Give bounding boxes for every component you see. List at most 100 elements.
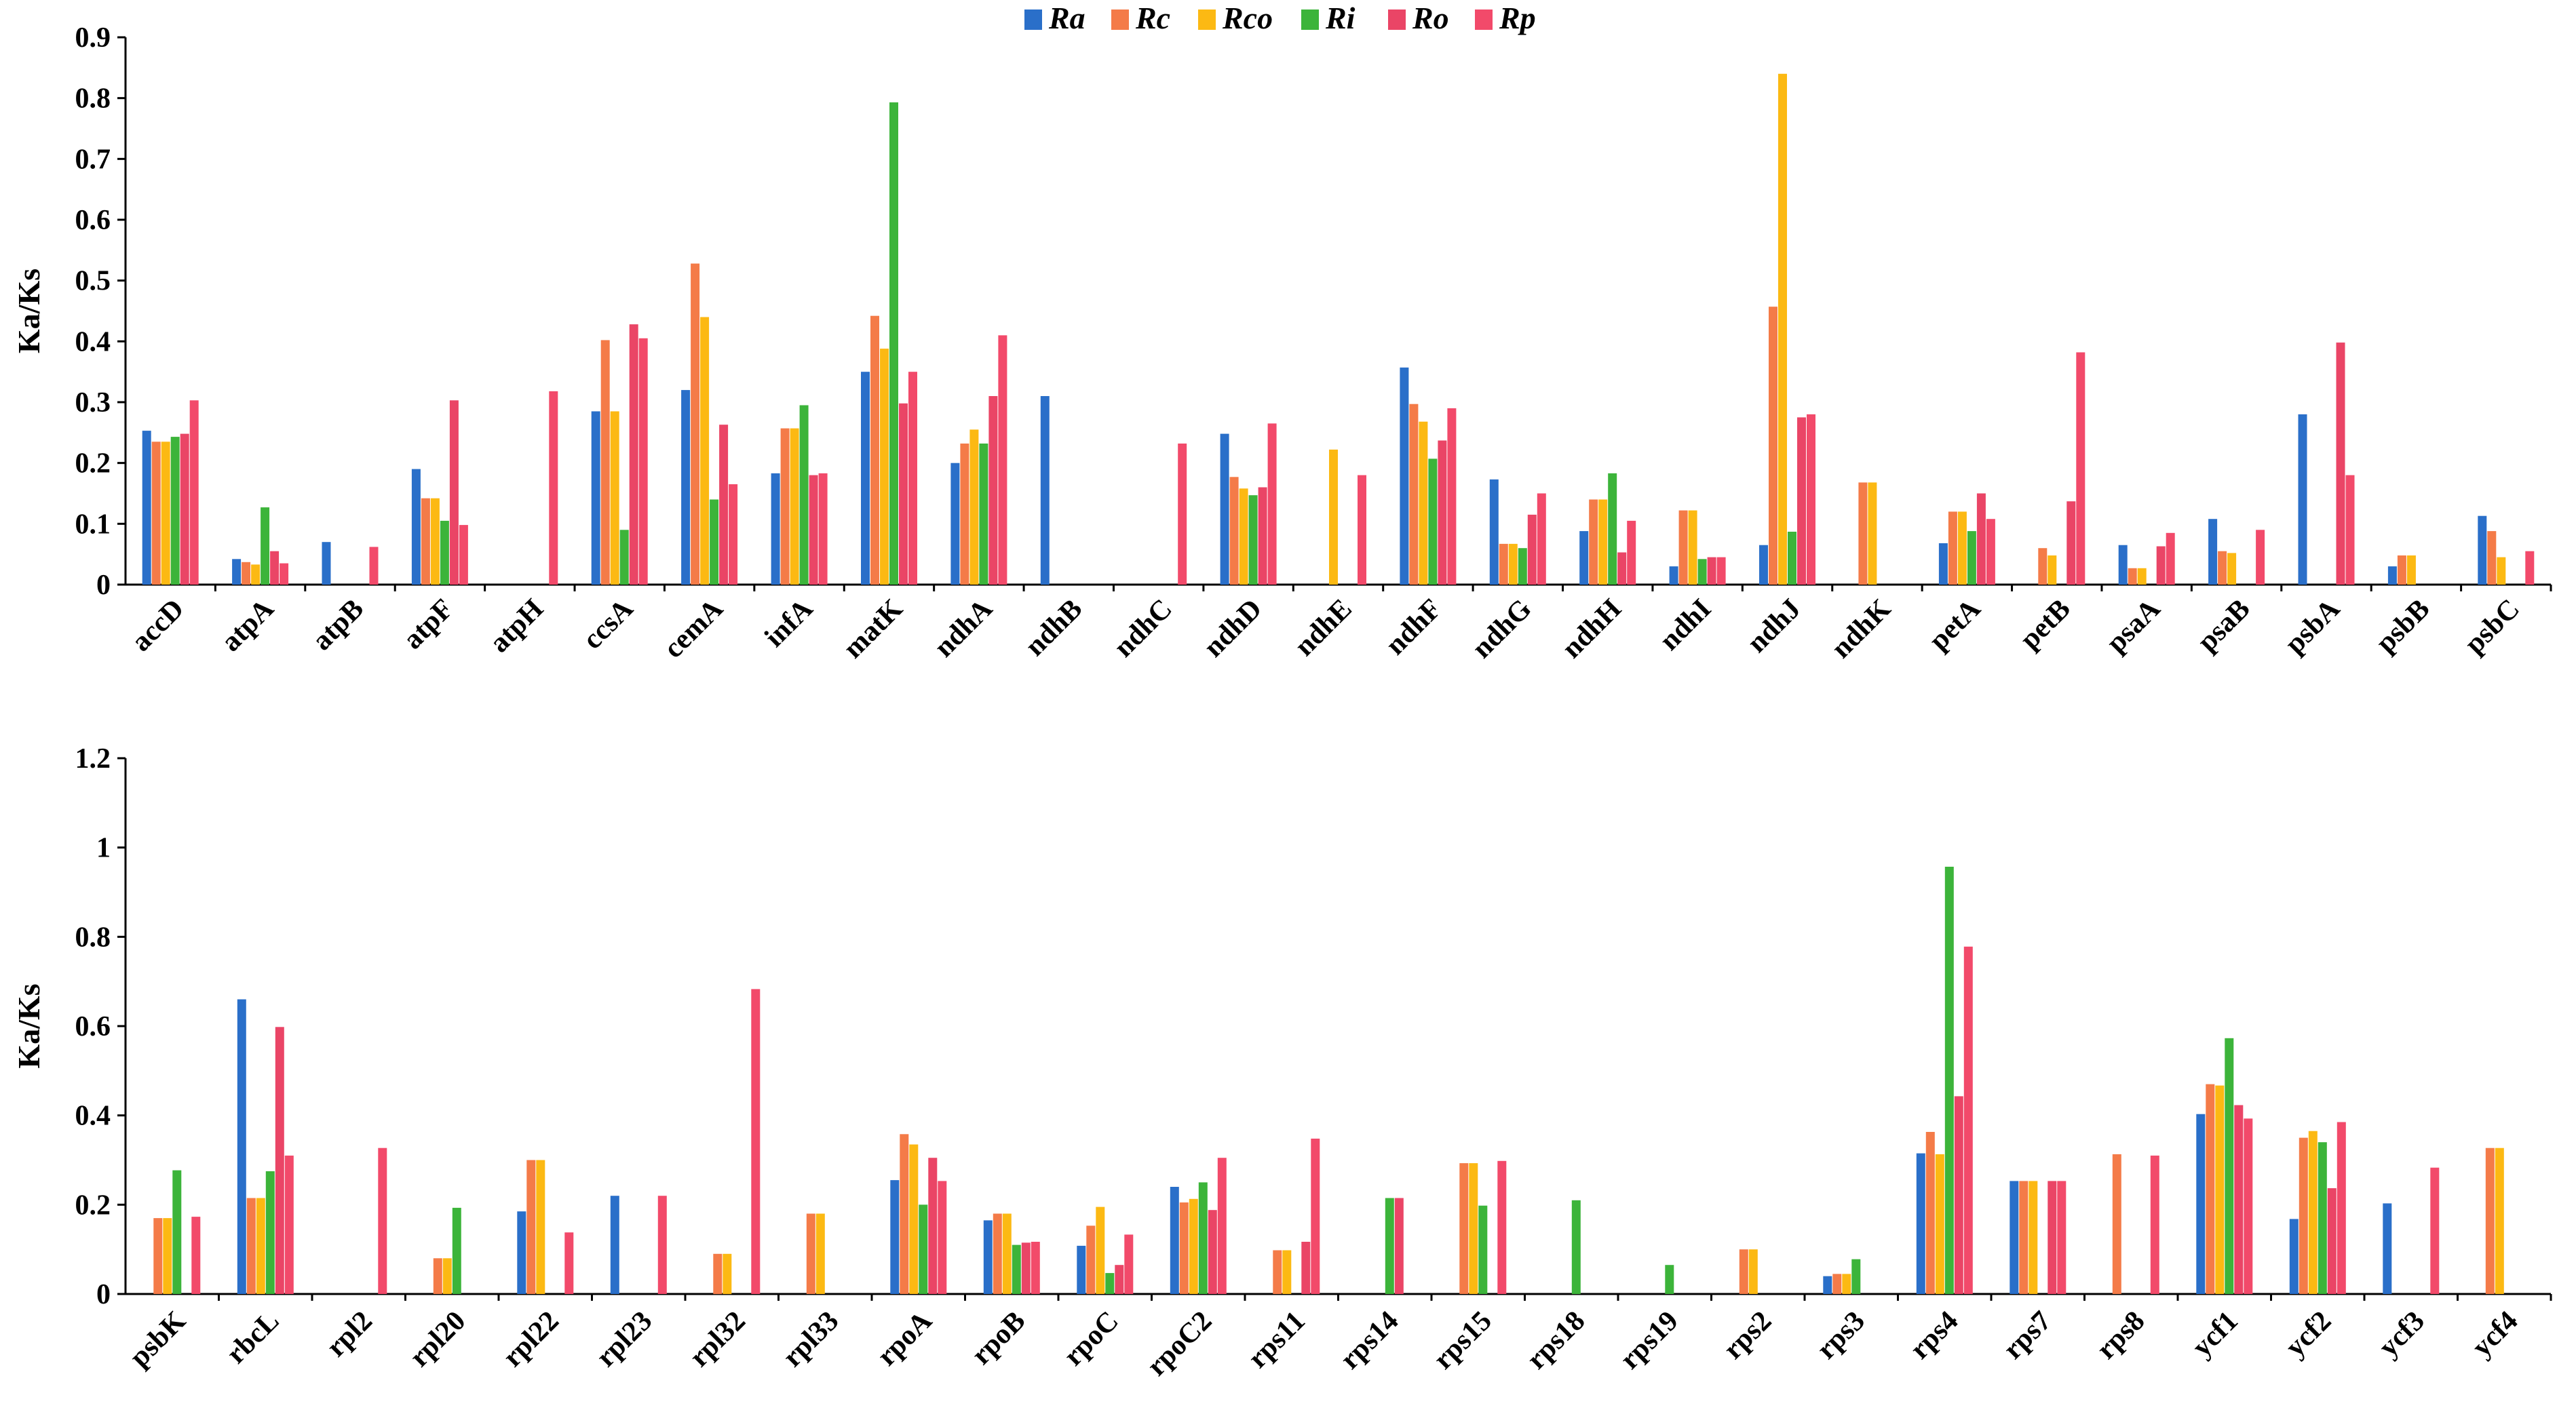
- x-tick-label-rpoC2: rpoC2: [1141, 1306, 1218, 1382]
- bar-Rc-ndhF: [1409, 404, 1419, 585]
- bar-Rp-psaB: [2256, 530, 2265, 585]
- legend-label-Ri: Ri: [1325, 1, 1356, 35]
- bar-Ro-ndhA: [988, 396, 998, 585]
- bar-Rc-rpoA: [900, 1134, 909, 1294]
- bar-Rc-accD: [151, 442, 161, 585]
- legend-label-Rc: Rc: [1135, 1, 1170, 35]
- bar-Rco-rpl20: [442, 1258, 452, 1294]
- bar-Rco-rpl32: [723, 1253, 732, 1295]
- x-tick-label-petB: petB: [2014, 593, 2077, 656]
- x-tick-label-rpl23: rpl23: [590, 1306, 658, 1373]
- legend-swatch-Ra: [1024, 9, 1042, 30]
- x-tick-label-ycf2: ycf2: [2280, 1306, 2337, 1363]
- bar-Ra-ndhH: [1579, 531, 1589, 585]
- legend-label-Ro: Ro: [1412, 1, 1449, 35]
- x-tick-label-atpF: atpF: [398, 593, 460, 656]
- bar-Ra-psbB: [2387, 566, 2397, 585]
- y-tick-label: 1: [96, 833, 111, 864]
- bar-Rco-psbB: [2406, 555, 2416, 585]
- bar-Ro-rpoA: [928, 1158, 938, 1294]
- bar-Rp-ndhH: [1627, 520, 1636, 585]
- bar-Rc-rps15: [1459, 1163, 1469, 1294]
- bar-Rc-psaB: [2218, 551, 2227, 585]
- legend-label-Rp: Rp: [1499, 1, 1536, 35]
- y-tick-label: 0.4: [75, 1101, 111, 1132]
- x-tick-label-rpl2: rpl2: [320, 1306, 378, 1363]
- bar-Ri-atpA: [261, 507, 270, 585]
- bar-Rp-ndhD: [1267, 423, 1277, 585]
- y-tick-label: 0.8: [75, 83, 111, 115]
- bar-Ra-ycf2: [2289, 1219, 2299, 1294]
- bar-Rco-atpF: [430, 498, 440, 585]
- bar-Rc-ndhG: [1499, 543, 1508, 585]
- x-tick-label-ccsA: ccsA: [577, 593, 639, 655]
- bar-Ra-ndhF: [1400, 367, 1409, 585]
- bar-Rp-rbcL: [284, 1155, 294, 1294]
- x-tick-label-ndhB: ndhB: [1019, 593, 1088, 663]
- bar-Ri-ndhF: [1428, 458, 1438, 585]
- bar-Ri-rpl20: [452, 1207, 461, 1294]
- bar-Rco-rps2: [1748, 1249, 1758, 1294]
- x-tick-label-atpH: atpH: [484, 593, 550, 659]
- y-tick-label: 0.3: [75, 387, 111, 418]
- bar-Rco-rpl33: [815, 1213, 825, 1294]
- x-tick-label-rps7: rps7: [1997, 1306, 2058, 1366]
- x-tick-label-rbcL: rbcL: [220, 1306, 285, 1370]
- bar-Rc-ccsA: [600, 340, 610, 585]
- x-tick-label-psbB: psbB: [2370, 593, 2436, 659]
- bar-Ra-rpl22: [517, 1211, 526, 1294]
- bar-Ra-atpA: [232, 559, 242, 585]
- bar-Ro-rps14: [1394, 1198, 1404, 1294]
- bar-Ro-ndhI: [1707, 557, 1716, 585]
- bar-Rp-petB: [2076, 352, 2085, 585]
- bar-Rc-cemA: [691, 263, 700, 585]
- x-tick-label-ndhA: ndhA: [928, 593, 999, 663]
- bar-Ro-rpoC: [1115, 1265, 1124, 1294]
- x-tick-label-rpoA: rpoA: [871, 1305, 938, 1372]
- x-tick-label-petA: petA: [1923, 593, 1987, 656]
- bar-Rp-psbK: [191, 1217, 201, 1294]
- bar-Rc-ycf1: [2206, 1084, 2215, 1294]
- bar-Ri-rps3: [1851, 1259, 1861, 1294]
- bar-Rp-rpl2: [378, 1148, 387, 1294]
- bar-Rc-ndhI: [1678, 510, 1688, 585]
- bar-Rco-rps15: [1469, 1163, 1478, 1294]
- y-axis-title: Ka/Ks: [12, 269, 46, 353]
- bar-Ri-ycf2: [2318, 1142, 2327, 1294]
- y-tick-label: 0.2: [75, 1190, 111, 1221]
- x-tick-label-ndhH: ndhH: [1556, 593, 1628, 665]
- x-tick-label-psbA: psbA: [2279, 593, 2346, 660]
- bar-Rco-cemA: [700, 317, 710, 585]
- bar-Rp-rpl22: [564, 1232, 574, 1294]
- bar-Rp-rpl23: [657, 1196, 667, 1294]
- bar-Ro-rbcL: [275, 1027, 284, 1294]
- bar-Rco-rpoC2: [1189, 1198, 1198, 1294]
- bar-Ri-cemA: [710, 499, 719, 585]
- bar-Ro-cemA: [719, 425, 729, 585]
- bar-Ro-ndhG: [1527, 514, 1537, 585]
- bar-Ro-psaA: [2156, 546, 2166, 585]
- legend-swatch-Rp: [1475, 9, 1493, 30]
- bar-Rco-ycf1: [2215, 1085, 2225, 1294]
- bar-Ro-matK: [899, 403, 908, 585]
- bar-Rp-infA: [818, 473, 828, 585]
- bar-Rp-psaA: [2166, 532, 2175, 585]
- bar-Ra-rpoA: [890, 1180, 900, 1294]
- legend-label-Ra: Ra: [1048, 1, 1085, 35]
- bar-Rco-rbcL: [256, 1198, 265, 1294]
- bar-Ri-ndhG: [1518, 548, 1527, 585]
- bar-Rc-rpl33: [806, 1213, 815, 1294]
- bar-Rc-rpoB: [993, 1213, 1002, 1294]
- bar-Ri-matK: [889, 102, 898, 585]
- bar-Rp-ycf2: [2337, 1122, 2346, 1294]
- bar-Ra-ycf3: [2383, 1203, 2392, 1294]
- bar-Rco-ndhF: [1419, 421, 1428, 585]
- bar-Rp-atpH: [549, 391, 558, 585]
- bar-Ro-rpoC2: [1208, 1210, 1217, 1294]
- bar-Ri-rps15: [1478, 1205, 1488, 1294]
- bar-Rp-rps15: [1497, 1160, 1507, 1294]
- y-tick-label: 0.2: [75, 448, 111, 479]
- x-tick-label-rpl32: rpl32: [684, 1306, 752, 1373]
- bar-Ra-rps4: [1916, 1153, 1925, 1294]
- bar-Ri-rpoC2: [1198, 1182, 1208, 1294]
